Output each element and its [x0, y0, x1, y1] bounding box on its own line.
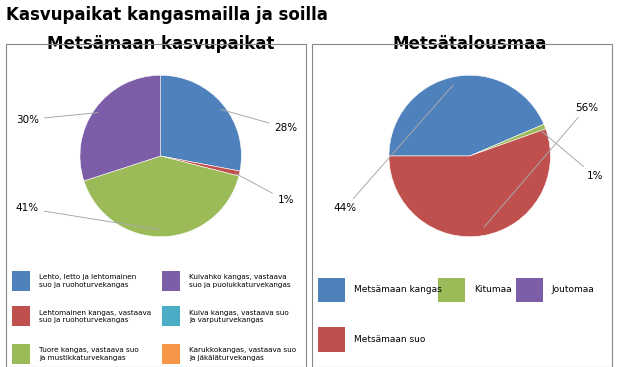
Wedge shape	[470, 124, 546, 156]
Text: Kuivahko kangas, vastaava
suo ja puolukkaturvekangas: Kuivahko kangas, vastaava suo ja puolukk…	[189, 275, 290, 288]
Bar	[438, 278, 465, 302]
Text: 44%: 44%	[333, 85, 453, 214]
Text: 30%: 30%	[16, 113, 98, 125]
Wedge shape	[84, 156, 239, 237]
Bar	[162, 306, 180, 326]
Text: 41%: 41%	[16, 203, 160, 230]
Text: Lehto, letto ja lehtomainen
suo ja ruohoturvekangas: Lehto, letto ja lehtomainen suo ja ruoho…	[39, 275, 137, 288]
Text: Kitumaa: Kitumaa	[474, 286, 512, 294]
Title: Metsämaan kasvupaikat: Metsämaan kasvupaikat	[47, 36, 274, 54]
Text: Metsämaan kangas: Metsämaan kangas	[354, 286, 442, 294]
Text: Kasvupaikat kangasmailla ja soilla: Kasvupaikat kangasmailla ja soilla	[6, 6, 328, 23]
Bar	[12, 306, 30, 326]
Bar	[162, 344, 180, 364]
Text: Lehtomainen kangas, vastaava
suo ja ruohoturvekangas: Lehtomainen kangas, vastaava suo ja ruoh…	[39, 310, 151, 323]
Text: Tuore kangas, vastaava suo
ja mustikkaturvekangas: Tuore kangas, vastaava suo ja mustikkatu…	[39, 347, 139, 360]
Bar	[12, 344, 30, 364]
Text: 28%: 28%	[221, 109, 297, 133]
Wedge shape	[389, 75, 544, 156]
Text: Metsämaan suo: Metsämaan suo	[354, 335, 425, 344]
Title: Metsätalousmaa: Metsätalousmaa	[392, 36, 547, 54]
Text: 1%: 1%	[235, 174, 294, 206]
Wedge shape	[161, 156, 240, 176]
Text: 1%: 1%	[541, 131, 603, 181]
Bar	[318, 327, 345, 352]
Bar	[162, 271, 180, 291]
Text: 56%: 56%	[484, 102, 598, 227]
Text: Karukkokangas, vastaava suo
ja jäkäläturvekangas: Karukkokangas, vastaava suo ja jäkälätur…	[189, 347, 296, 360]
Wedge shape	[161, 75, 242, 171]
Bar	[12, 271, 30, 291]
Text: Kuiva kangas, vastaava suo
ja varputurvekangas: Kuiva kangas, vastaava suo ja varputurve…	[189, 310, 289, 323]
Text: Joutomaa: Joutomaa	[552, 286, 595, 294]
Bar	[516, 278, 543, 302]
Wedge shape	[80, 75, 161, 181]
Wedge shape	[389, 129, 551, 237]
Bar	[318, 278, 345, 302]
